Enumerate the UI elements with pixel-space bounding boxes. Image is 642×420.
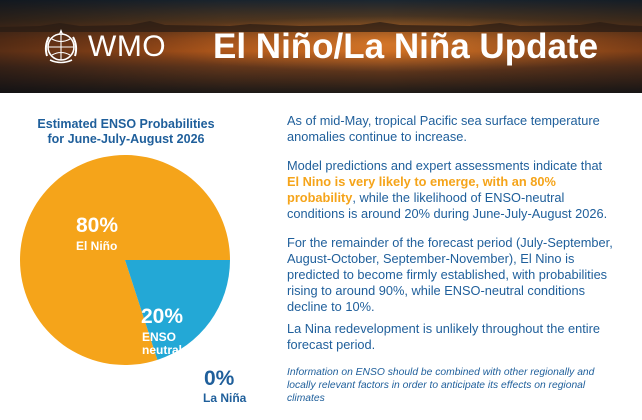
paragraph-sst-text: As of mid-May, tropical Pacific sea surf… — [287, 113, 600, 144]
paragraph-la-nina-text: La Nina redevelopment is unlikely throug… — [287, 321, 601, 352]
slice-value-la-nina: 0% — [204, 367, 235, 390]
pie-slice-enso-neutral — [125, 260, 230, 360]
enso-pie-chart — [20, 155, 230, 365]
slice-label-enso-neutral-line-1: ENSO — [142, 330, 177, 344]
paragraph-la-nina: La Nina redevelopment is unlikely throug… — [287, 321, 617, 353]
slice-value-enso-neutral: 20% — [141, 305, 184, 328]
chart-title-line-1: Estimated ENSO Probabilities — [37, 117, 215, 131]
disclaimer-note: Information on ENSO should be combined w… — [287, 367, 595, 404]
banner-shade — [0, 0, 642, 93]
treeline-silhouette — [0, 21, 642, 32]
wmo-emblem-icon — [44, 29, 78, 64]
paragraph-sst: As of mid-May, tropical Pacific sea surf… — [287, 113, 617, 145]
page-title: El Niño/La Niña Update — [213, 27, 599, 66]
prediction-text-after: , while the likelihood of ENSO-neutral c… — [287, 190, 608, 221]
wmo-logo-text: WMO — [88, 30, 167, 63]
prediction-highlight: El Nino is very likely to emerge, with a… — [287, 174, 556, 205]
paragraph-prediction: Model predictions and expert assessments… — [287, 158, 617, 222]
chart-title: Estimated ENSO Probabilities for June-Ju… — [14, 117, 238, 147]
header-banner: WMO El Niño/La Niña Update — [0, 0, 642, 93]
chart-title-line-2: for June-July-August 2026 — [47, 132, 205, 146]
slice-label-el-nino: El Niño — [76, 239, 118, 253]
slice-label-la-nina: La Niña — [203, 391, 247, 405]
slice-label-enso-neutral-line-2: neutral — [142, 343, 183, 357]
paragraph-forecast-text: For the remainder of the forecast period… — [287, 235, 613, 314]
slice-value-el-nino: 80% — [76, 214, 119, 237]
paragraph-forecast: For the remainder of the forecast period… — [287, 235, 617, 315]
prediction-text-before: Model predictions and expert assessments… — [287, 158, 603, 173]
